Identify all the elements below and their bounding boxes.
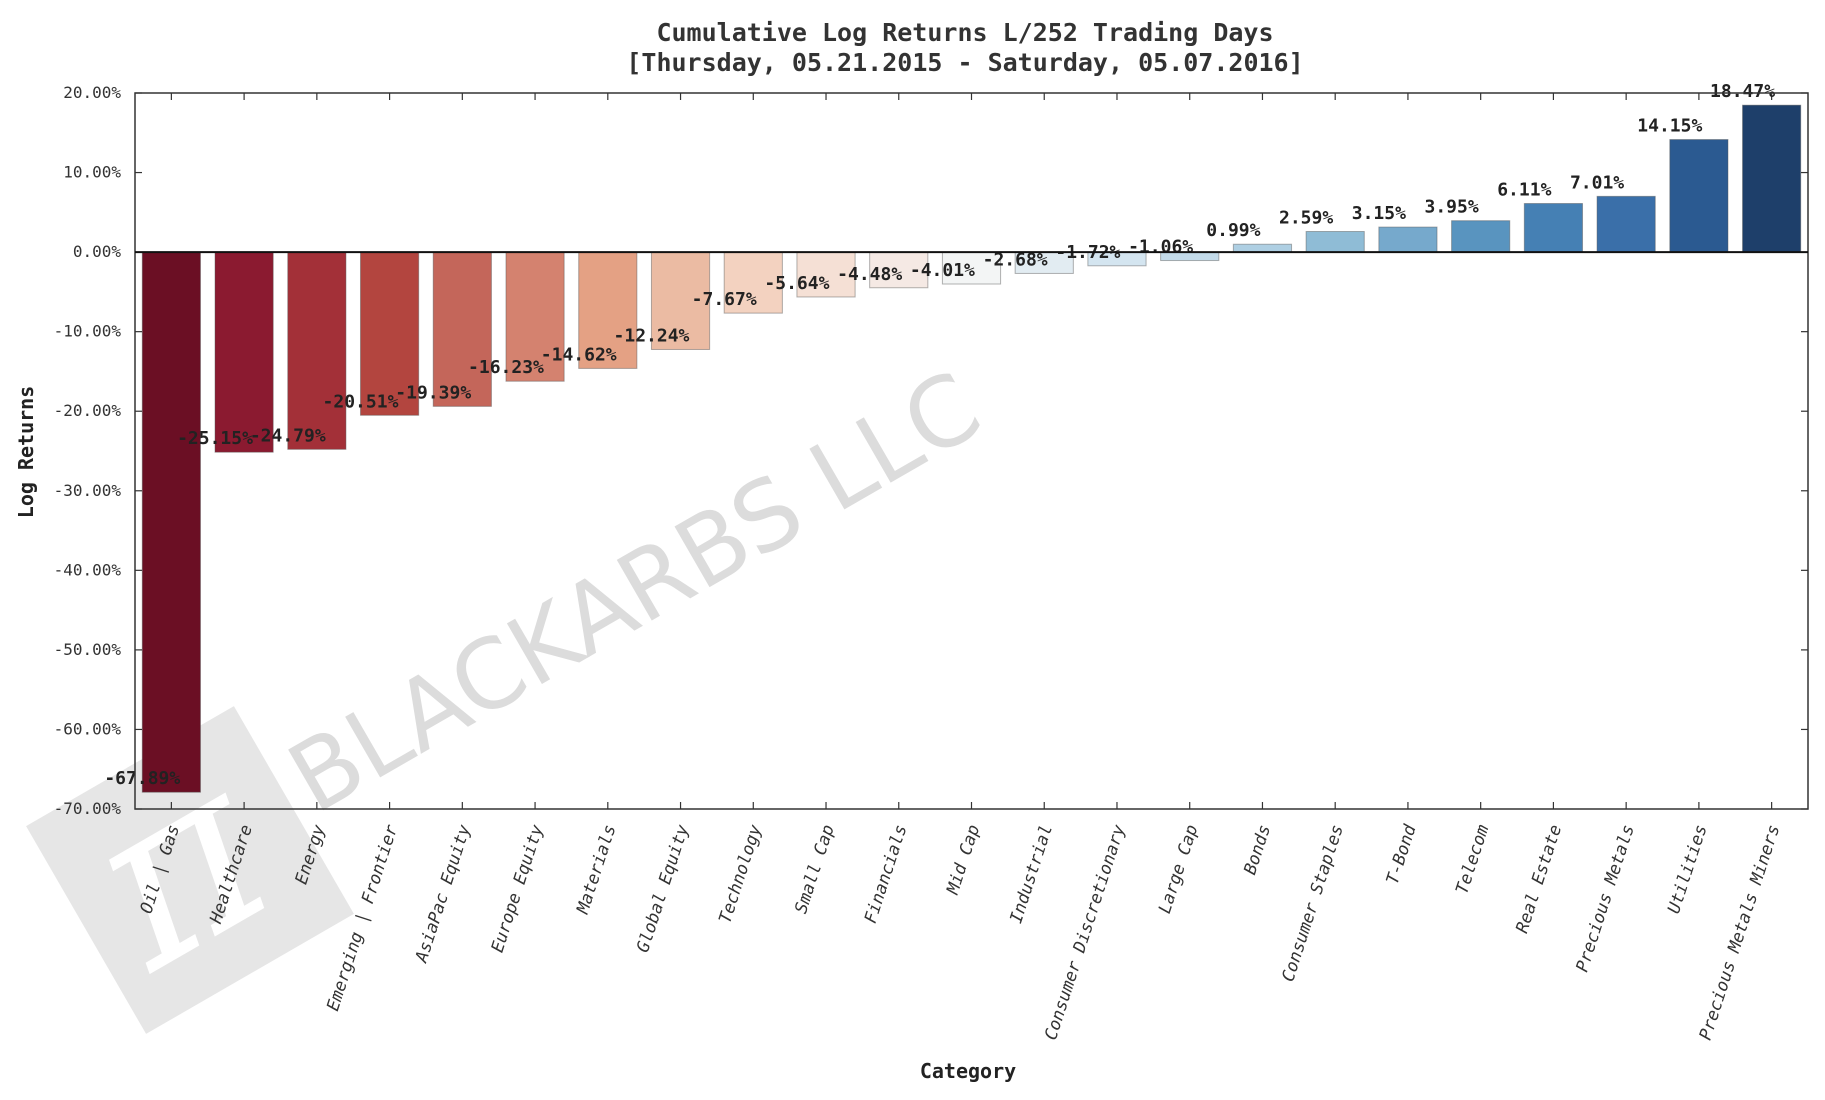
y-tick-label: 20.00% [63, 83, 121, 102]
bar [141, 251, 201, 793]
x-tick-label: Large Cap [1155, 822, 1202, 916]
x-tick-label: Industrial [1006, 822, 1057, 926]
bar [1378, 226, 1438, 253]
x-tick-label: Financials [861, 822, 912, 926]
data-label: -12.24% [614, 325, 690, 346]
x-tick-label: Precious Metals [1572, 822, 1638, 974]
data-label: 3.95% [1424, 197, 1478, 218]
data-label: -7.67% [692, 289, 757, 310]
data-label: 0.99% [1206, 220, 1260, 241]
data-label: -4.48% [837, 264, 902, 285]
x-tick-label: Global Equity [633, 822, 693, 955]
bar [650, 251, 711, 350]
bar [287, 251, 347, 450]
bar [1669, 139, 1729, 253]
bar [505, 251, 565, 382]
data-label: -19.39% [395, 382, 471, 403]
watermark-text: BLACKARBS LLC [271, 350, 999, 835]
data-label: -16.23% [468, 357, 544, 378]
data-label: 18.47% [1710, 81, 1775, 102]
y-tick-label: 10.00% [63, 163, 121, 182]
y-tick-label: -60.00% [54, 719, 122, 738]
data-label: -4.01% [910, 260, 975, 281]
data-label: -5.64% [764, 273, 829, 294]
data-label: -14.62% [541, 344, 617, 365]
x-tick-label: Telecom [1452, 822, 1493, 896]
plot-frame [134, 92, 1809, 810]
bar [869, 251, 929, 289]
data-label: -1.06% [1128, 237, 1193, 258]
bar [723, 251, 783, 314]
x-tick-label: Europe Equity [488, 822, 548, 955]
x-tick-label: Technology [715, 822, 766, 926]
data-label: 3.15% [1352, 203, 1406, 224]
bar [1742, 104, 1802, 253]
x-tick-label: T-Bond [1383, 822, 1421, 887]
bars-layer [141, 104, 1802, 793]
x-tick-label: Consumer Staples [1278, 822, 1348, 984]
x-tick-label: Precious Metals Miners [1696, 822, 1785, 1042]
data-label: -67.89% [104, 768, 180, 789]
data-label: -25.15% [177, 428, 253, 449]
x-tick-label: AsiaPac Equity [411, 822, 475, 966]
data-label: -24.79% [250, 425, 326, 446]
bar [1596, 195, 1656, 253]
y-tick-label: 0.00% [73, 242, 122, 261]
x-tick-label: Utilities [1664, 822, 1711, 916]
data-label: -2.68% [983, 249, 1048, 270]
x-tick-label: Materials [573, 822, 621, 917]
bar [941, 251, 1002, 285]
bar [1232, 243, 1293, 253]
y-tick-label: -10.00% [54, 322, 122, 341]
bar [1451, 220, 1511, 253]
y-tick-label: -50.00% [54, 640, 122, 659]
x-tick-label: Bonds [1240, 822, 1275, 877]
chart-subtitle: [Thursday, 05.21.2015 - Saturday, 05.07.… [626, 48, 1303, 77]
x-tick-label: Small Cap [791, 822, 838, 916]
x-tick-label: Real Estate [1512, 822, 1566, 935]
x-tick-label: Mid Cap [943, 822, 984, 897]
bar [1523, 203, 1584, 253]
data-label: -20.51% [323, 391, 399, 412]
data-label: 7.01% [1570, 172, 1624, 193]
data-label: 14.15% [1637, 116, 1702, 137]
x-tick-label: Consumer Discretionary [1041, 822, 1130, 1043]
chart-title: Cumulative Log Returns L/252 Trading Day… [656, 18, 1273, 47]
y-tick-label: -70.00% [54, 799, 122, 818]
y-tick-label: -40.00% [54, 560, 122, 579]
y-tick-label: -30.00% [54, 481, 122, 500]
ticks-layer: 20.00% 10.00% 0.00% -10.00% -20.00% -30.00% -4… [54, 83, 1808, 818]
y-axis-label: Log Returns [14, 386, 38, 518]
data-label: 2.59% [1279, 208, 1333, 229]
x-axis-label: Category [920, 1059, 1016, 1083]
y-tick-label: -20.00% [54, 401, 122, 420]
bar [578, 251, 638, 369]
bar [1305, 231, 1365, 253]
bar [214, 251, 274, 453]
data-label: 6.11% [1497, 180, 1551, 201]
